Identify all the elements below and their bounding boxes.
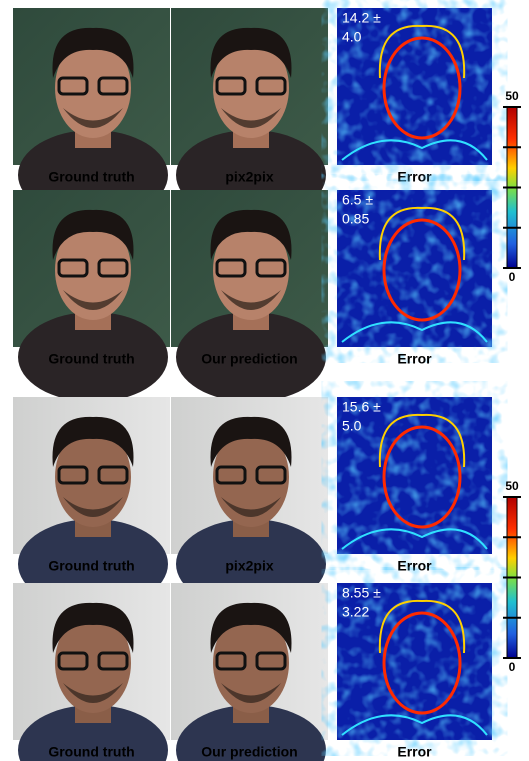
photo xyxy=(171,8,328,220)
colorbar-min: 0 xyxy=(509,660,516,674)
caption: Error xyxy=(397,169,432,185)
caption: Error xyxy=(397,744,432,760)
error-value: 3.22 xyxy=(342,604,369,620)
error-value: 0.85 xyxy=(342,211,369,227)
error-value: 5.0 xyxy=(342,418,362,434)
photo xyxy=(171,583,328,761)
photo xyxy=(13,397,170,609)
caption: Error xyxy=(397,351,432,367)
caption: Ground truth xyxy=(48,351,134,367)
photo xyxy=(171,190,328,402)
error-value: 14.2 ± xyxy=(342,10,381,26)
error-value: 4.0 xyxy=(342,29,362,45)
photo xyxy=(171,397,328,609)
caption: Our prediction xyxy=(201,351,297,367)
colorbar-max: 50 xyxy=(505,89,519,103)
colorbar-max: 50 xyxy=(505,479,519,493)
error-value: 6.5 ± xyxy=(342,192,373,208)
caption: Ground truth xyxy=(48,169,134,185)
error-value: 15.6 ± xyxy=(342,399,381,415)
photo xyxy=(13,190,170,402)
caption: pix2pix xyxy=(225,558,273,574)
caption: Ground truth xyxy=(48,744,134,760)
colorbar-min: 0 xyxy=(509,270,516,284)
caption: Our prediction xyxy=(201,744,297,760)
caption: pix2pix xyxy=(225,169,273,185)
photo xyxy=(13,583,170,761)
photo xyxy=(13,8,170,220)
error-value: 8.55 ± xyxy=(342,585,381,601)
caption: Error xyxy=(397,558,432,574)
figure: Ground truth pix2pix Error 14.2 ± 4.0 Ground … xyxy=(0,0,529,761)
caption: Ground truth xyxy=(48,558,134,574)
